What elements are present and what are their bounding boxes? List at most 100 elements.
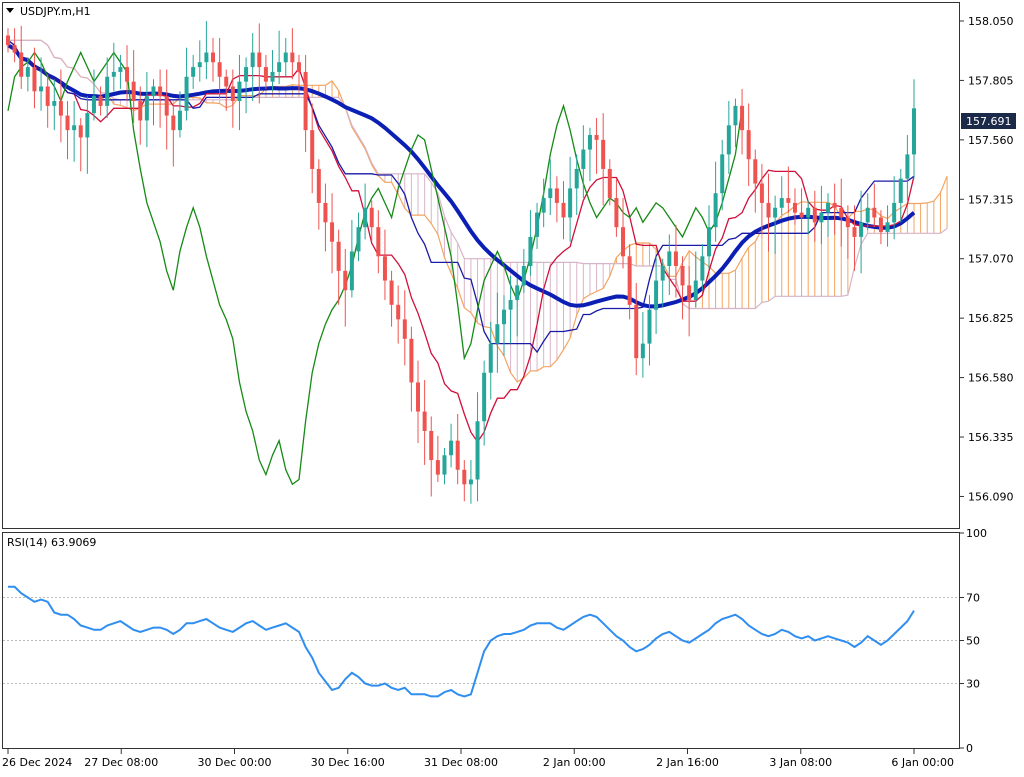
candle-body — [468, 479, 473, 485]
candle-body — [700, 256, 705, 281]
candle-body — [845, 217, 850, 228]
candle-body — [310, 130, 315, 169]
candle-body — [660, 266, 665, 281]
candle-body — [277, 62, 282, 72]
y-tick-label: 157.560 — [968, 134, 1014, 147]
x-tick-label: 6 Jan 00:00 — [891, 756, 954, 769]
candle-body — [713, 193, 718, 228]
y-tick-label: 156.580 — [968, 372, 1014, 385]
x-tick-label: 30 Dec 00:00 — [198, 756, 272, 769]
candle-body — [561, 202, 566, 218]
symbol-label[interactable]: USDJPY.m,H1 — [20, 5, 91, 18]
candle-body — [257, 52, 262, 68]
y-tick-label: 157.315 — [968, 193, 1014, 206]
candle-body — [892, 202, 897, 223]
candle-body — [416, 382, 421, 412]
candle-body — [832, 202, 837, 208]
candle-body — [65, 115, 70, 131]
candle-body — [826, 202, 831, 213]
candle-body — [402, 319, 407, 339]
candle-body — [720, 154, 725, 194]
candle-body — [217, 62, 222, 77]
x-tick-label: 31 Dec 08:00 — [424, 756, 498, 769]
candle-body — [449, 440, 454, 456]
time-axis: 26 Dec 2024 27 Dec 08:00 30 Dec 00:00 30 De… — [2, 749, 954, 769]
price-axis: 158.050 157.805 157.560 157.315 157.070 156.8… — [960, 15, 1014, 503]
candle-body — [647, 309, 652, 344]
candle-body — [105, 76, 110, 106]
candle-body — [343, 270, 348, 291]
candle-body — [568, 188, 573, 218]
candle-body — [144, 96, 149, 121]
candle-body — [396, 304, 401, 320]
rsi-label: RSI(14) 63.9069 — [7, 536, 96, 549]
x-tick-label: 3 Jan 08:00 — [769, 756, 832, 769]
candle-body — [528, 236, 533, 266]
x-tick-label: 2 Jan 16:00 — [656, 756, 719, 769]
candle-body — [125, 67, 130, 82]
candle-body — [111, 71, 116, 77]
rsi-tick-label: 50 — [966, 635, 980, 648]
senkou-span-a — [8, 39, 948, 383]
candle-body — [237, 81, 242, 102]
rsi-tick-label: 100 — [966, 527, 987, 540]
candle-body — [191, 67, 196, 77]
candle-body — [680, 266, 685, 286]
x-tick-label: 27 Dec 08:00 — [84, 756, 158, 769]
candle-body — [515, 285, 520, 300]
candle-body — [581, 149, 586, 169]
candle-body — [693, 280, 698, 300]
candle-body — [39, 86, 44, 92]
candle-body — [872, 207, 877, 218]
candle-body — [78, 125, 83, 138]
y-tick-label: 156.090 — [968, 490, 1014, 503]
candle-body — [25, 67, 30, 77]
y-tick-label: 157.070 — [968, 253, 1014, 266]
chikou-span — [7, 50, 743, 486]
candle-body — [773, 207, 778, 218]
candle-body — [640, 343, 645, 359]
rsi-line — [8, 585, 915, 698]
candle-body — [621, 227, 626, 257]
candle-body — [85, 113, 90, 138]
candle-body — [905, 154, 910, 179]
candle-body — [349, 251, 354, 291]
candle-body — [356, 227, 361, 252]
rsi-tick-label: 70 — [966, 592, 980, 605]
dropdown-triangle-icon[interactable] — [6, 8, 14, 13]
candle-body — [204, 52, 209, 63]
candle-body — [634, 304, 639, 359]
candle-body — [369, 207, 374, 228]
candle-body — [594, 135, 599, 140]
candle-body — [263, 67, 268, 82]
candle-body — [766, 202, 771, 218]
candle-body — [898, 178, 903, 203]
candle-body — [746, 130, 751, 160]
candle-body — [171, 115, 176, 131]
candle-body — [58, 101, 63, 116]
candle-body — [475, 421, 480, 480]
candle-body — [250, 52, 255, 68]
candle-body — [799, 212, 804, 218]
rsi-series — [3, 585, 959, 698]
candle-body — [587, 135, 592, 150]
candle-body — [839, 207, 844, 218]
candle-body — [462, 469, 467, 485]
candle-body — [733, 105, 738, 126]
candle-body — [521, 266, 526, 286]
candle-body — [296, 62, 301, 72]
candle-body — [706, 227, 711, 257]
x-tick-label: 26 Dec 2024 — [2, 756, 72, 769]
candle-body — [455, 440, 460, 470]
candle-body — [819, 212, 824, 223]
candle-body — [12, 45, 17, 53]
candle-body — [852, 227, 857, 237]
candle-body — [687, 285, 692, 300]
candle-body — [32, 67, 37, 92]
main-panel-frame — [2, 2, 960, 529]
candle-body — [429, 430, 434, 461]
candle-body — [482, 372, 487, 422]
candle-body — [330, 222, 335, 242]
